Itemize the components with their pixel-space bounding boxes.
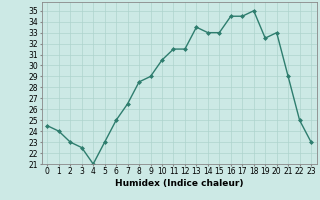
X-axis label: Humidex (Indice chaleur): Humidex (Indice chaleur) — [115, 179, 244, 188]
